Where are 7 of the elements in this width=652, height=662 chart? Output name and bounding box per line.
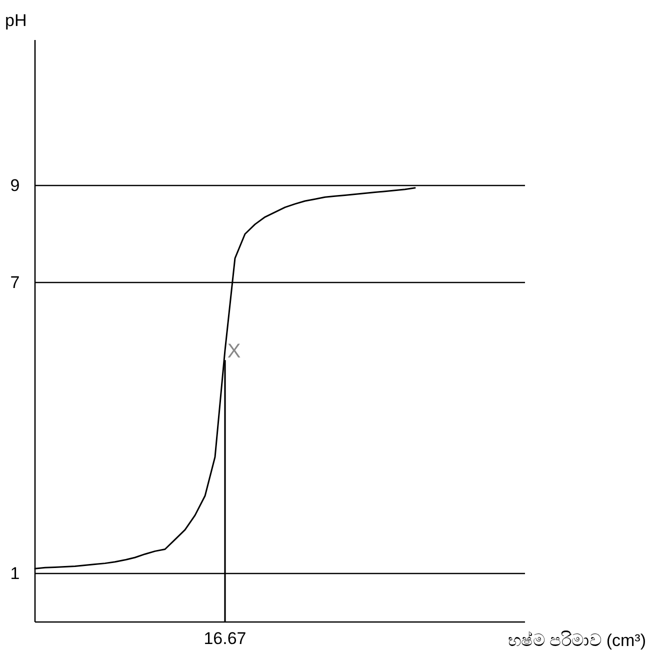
y-tick-label: 7 — [10, 273, 20, 292]
y-axis-title: pH — [5, 11, 27, 30]
y-tick-label: 9 — [10, 176, 20, 195]
y-tick-label: 1 — [10, 564, 20, 583]
x-axis-title: භෂ්ම පරිමාව (cm³) — [508, 631, 646, 650]
x-tick-label: 16.67 — [204, 629, 246, 648]
annotation: X — [227, 340, 241, 362]
